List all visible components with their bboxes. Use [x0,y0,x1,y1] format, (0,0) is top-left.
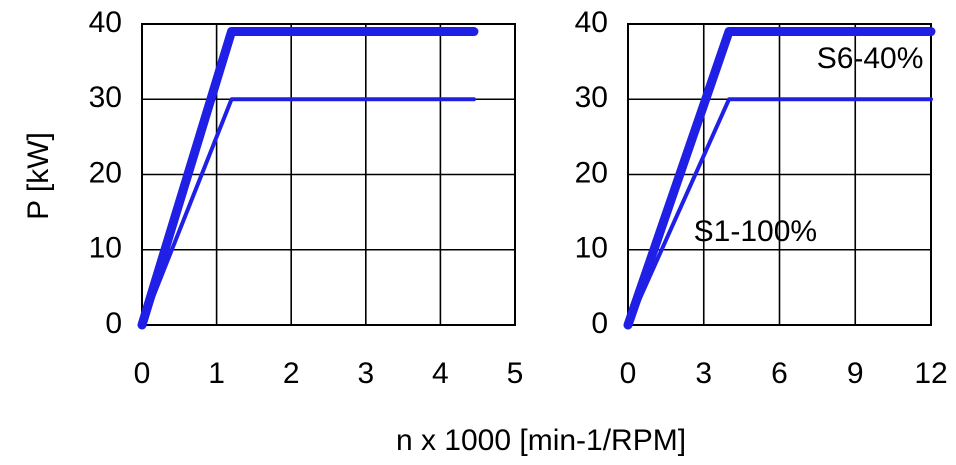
x-tick-label: 12 [914,357,947,390]
series-annotation: S1-100% [694,215,817,248]
series-annotation: S6-40% [817,42,924,75]
y-tick-label: 40 [575,6,608,39]
y-tick-label: 30 [89,81,122,114]
y-tick-label: 30 [575,81,608,114]
x-tick-label: 3 [695,357,712,390]
plot-frame [141,23,516,326]
y-tick-label: 40 [89,6,122,39]
x-tick-label: 1 [208,357,225,390]
y-tick-label: 0 [591,307,608,340]
y-tick-label: 10 [575,232,608,265]
x-tick-label: 0 [620,357,637,390]
x-tick-label: 5 [507,357,524,390]
x-tick-label: 4 [432,357,449,390]
x-tick-label: 0 [134,357,151,390]
series-line-2 [140,97,476,327]
chart-panel-1: 0 1 2 3 4 5 0 10 20 30 40 [89,6,524,390]
x-tick-label: 3 [357,357,374,390]
x-tick-label: 2 [283,357,300,390]
series-line-1 [137,27,479,330]
chart-panel-2: 0 3 6 9 12 0 10 20 30 40 S6-40% S1-100% [575,6,948,390]
y-tick-label: 20 [89,156,122,189]
x-tick-label: 9 [847,357,864,390]
y-tick-label: 0 [105,307,122,340]
y-tick-label: 20 [575,156,608,189]
plot-frame [627,23,932,326]
x-tick-label: 6 [771,357,788,390]
y-axis-label: P [kW] [22,132,55,220]
series-line-1 [623,27,936,330]
series-line-2 [626,97,933,327]
y-tick-label: 10 [89,232,122,265]
x-axis-label: n x 1000 [min-1/RPM] [396,424,686,457]
